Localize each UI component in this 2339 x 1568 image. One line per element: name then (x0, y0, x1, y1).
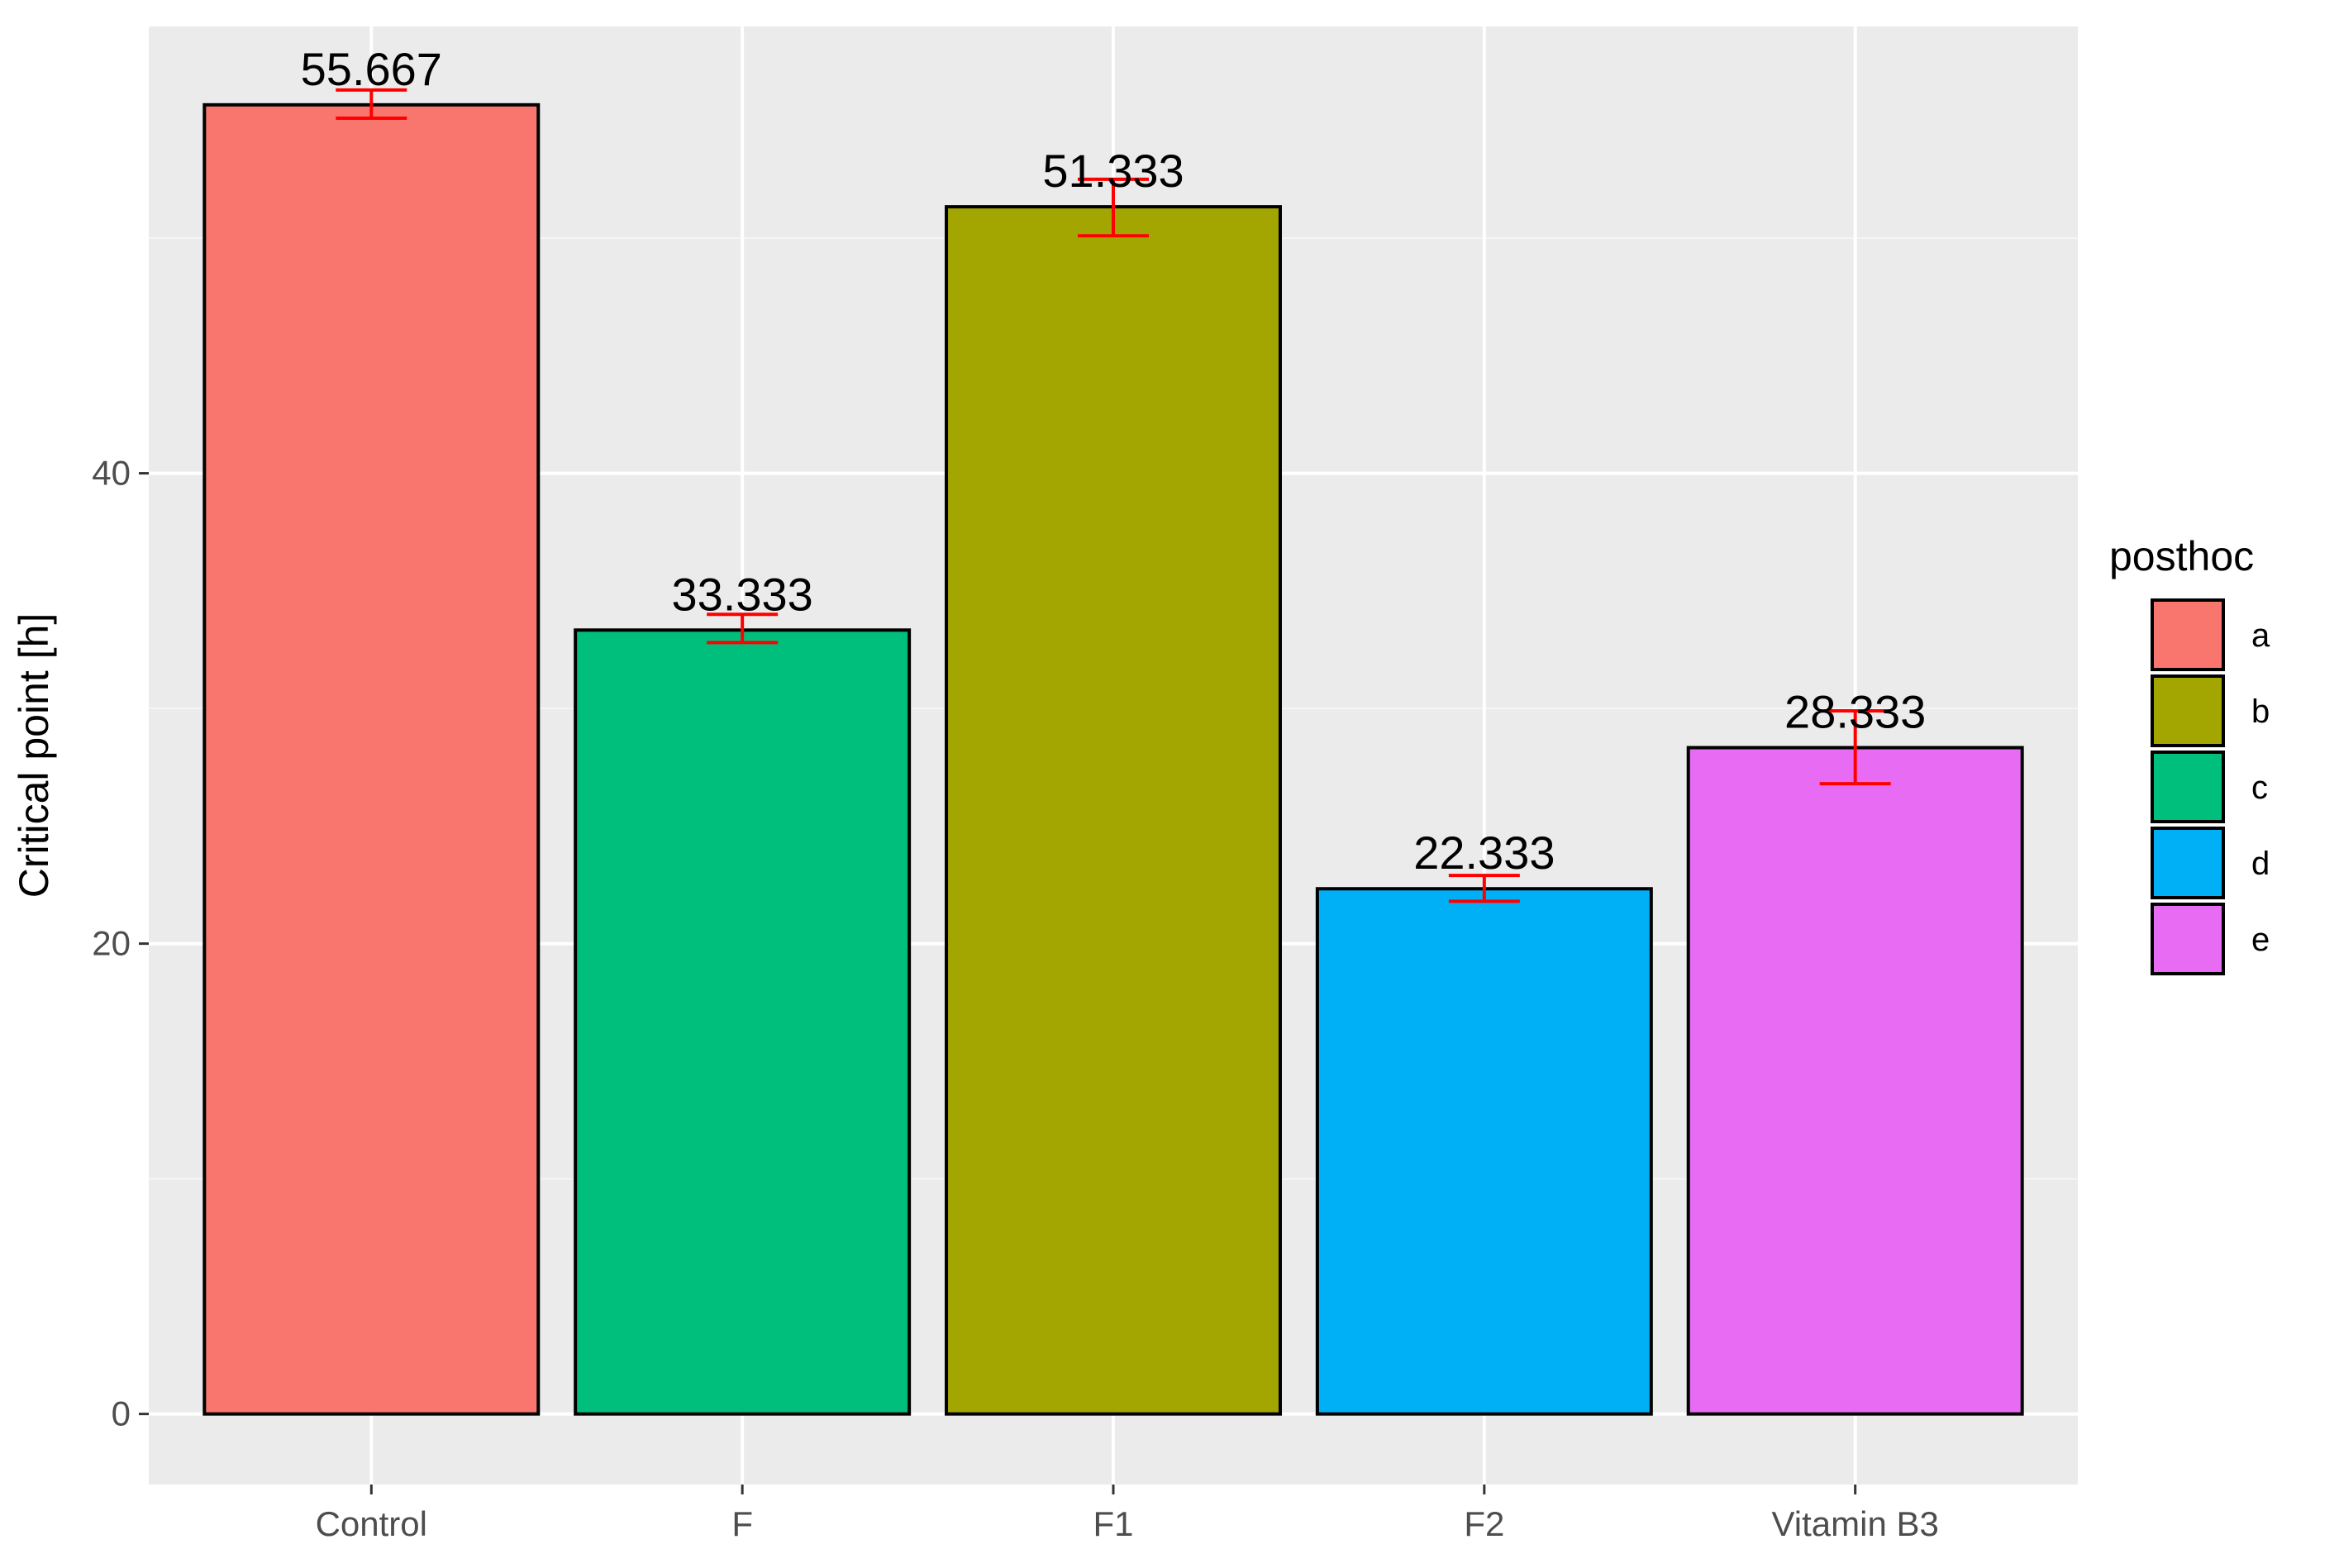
legend-key (2151, 598, 2225, 671)
legend-item-a: a (2151, 598, 2270, 671)
data-label: 51.333 (1042, 145, 1184, 197)
error-bar (1078, 177, 1149, 238)
legend-label: a (2251, 617, 2270, 654)
y-tick-label: 20 (92, 924, 131, 963)
legend-key (2151, 674, 2225, 747)
data-label: 33.333 (672, 568, 813, 620)
legend-key (2151, 903, 2225, 975)
error-bar (1448, 874, 1520, 903)
x-axis: Control F F1 F2 Vitamin B3 (316, 1485, 1939, 1543)
y-axis: 0 20 40 (92, 454, 149, 1433)
legend-key (2151, 751, 2225, 823)
data-label: 22.333 (1413, 827, 1555, 879)
legend-key (2151, 827, 2225, 899)
y-tick-label: 0 (112, 1394, 131, 1433)
legend-label: e (2251, 922, 2270, 958)
legend-item-e: e (2151, 903, 2270, 975)
x-tick-label: F2 (1464, 1504, 1504, 1543)
x-tick-label: F (731, 1504, 753, 1543)
bar-control (202, 102, 541, 1416)
bar-f (574, 628, 912, 1416)
legend: posthoc a b c d e (2109, 533, 2270, 975)
legend-item-d: d (2151, 827, 2270, 899)
data-label: 28.333 (1784, 686, 1926, 738)
bars (202, 102, 2024, 1416)
bar-vitamin-b3 (1686, 746, 2024, 1416)
error-bar (1819, 708, 1891, 786)
x-tick-label: Vitamin B3 (1772, 1504, 1939, 1543)
legend-label: b (2251, 693, 2270, 730)
y-axis-title: Critical point [h] (11, 613, 57, 898)
legend-label: c (2251, 770, 2268, 806)
legend-label: d (2251, 846, 2270, 882)
legend-item-b: b (2151, 674, 2270, 747)
y-tick-label: 40 (92, 454, 131, 493)
data-label: 55.667 (301, 43, 442, 95)
error-bar (336, 88, 407, 120)
x-tick-label: Control (316, 1504, 427, 1543)
bar-f2 (1315, 887, 1653, 1416)
bar-f1 (945, 205, 1282, 1416)
x-tick-label: F1 (1093, 1504, 1133, 1543)
error-bars (336, 88, 1891, 903)
data-labels: 55.667 33.333 51.333 22.333 28.333 (301, 43, 1927, 879)
legend-title: posthoc (2109, 533, 2254, 579)
legend-item-c: c (2151, 751, 2268, 823)
error-bar (707, 612, 779, 645)
